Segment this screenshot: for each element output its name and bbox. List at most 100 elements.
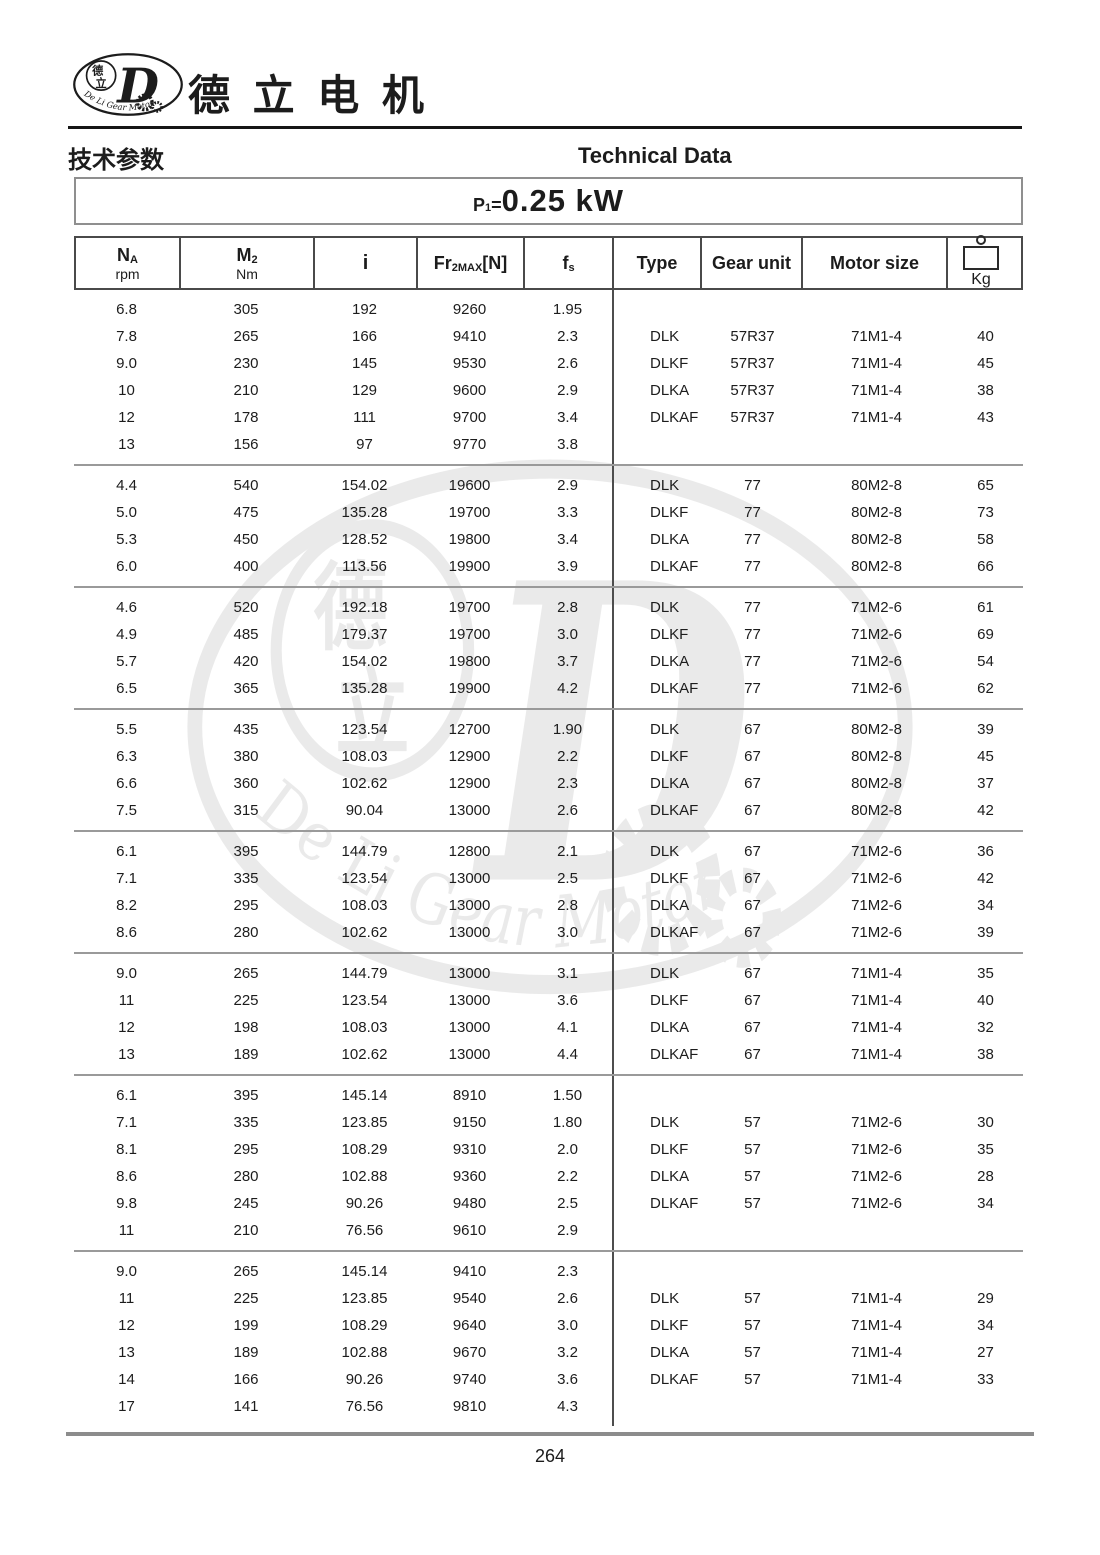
kg-value: 36 [977, 843, 994, 860]
m2-value: 280 [233, 1168, 259, 1185]
fr2max-value: 13000 [448, 1046, 491, 1063]
motor-size-value: 71M1-4 [851, 1344, 902, 1361]
na-value: 6.3 [116, 748, 137, 765]
motor-size-value: 71M1-4 [851, 355, 902, 372]
fs-value: 2.6 [557, 1290, 578, 1307]
m2-value: 335 [233, 870, 259, 887]
gear-unit-value: 77 [744, 531, 761, 548]
group-right-columns: DLK 57 71M1-4 29 DLKF 57 71M1-4 34 DLKA 57 71M1-4 2… [614, 1252, 1023, 1426]
fr2max-value: 13000 [448, 870, 491, 887]
na-value: 9.0 [116, 355, 137, 372]
column-header-i: i [315, 238, 418, 290]
group-right-columns: DLK 67 71M2-6 36 DLKF 67 71M2-6 42 DLKA 67 71M2-6 3… [614, 832, 1023, 952]
motor-size-value: 71M2-6 [851, 680, 902, 697]
kg-value: 39 [977, 721, 994, 738]
na-value: 4.4 [116, 477, 137, 494]
kg-value: 69 [977, 626, 994, 643]
na-symbol: N [117, 244, 131, 265]
company-logo [72, 52, 184, 126]
kg-label: Kg [971, 271, 991, 288]
fr2max-value: 12800 [448, 843, 491, 860]
column-header-m2: M2 Nm [181, 238, 315, 290]
i-value: 97 [356, 436, 373, 453]
m2-value: 305 [233, 301, 259, 318]
fs-value: 3.3 [557, 504, 578, 521]
group-left-columns: 4.6 520 192.18 19700 2.8 4.9 485 179.37 19700 3.0… [74, 588, 614, 708]
fs-value: 3.6 [557, 992, 578, 1009]
fr2max-value: 9480 [452, 1195, 487, 1212]
group-left-columns: 6.1 395 144.79 12800 2.1 7.1 335 123.54 13000 2.5… [74, 832, 614, 952]
gear-unit-value: 77 [744, 680, 761, 697]
type-value: DLKAF [650, 1195, 699, 1212]
type-value: DLKA [650, 531, 690, 548]
gear-unit-value: 67 [744, 870, 761, 887]
fs-value: 2.9 [557, 382, 578, 399]
na-value: 4.6 [116, 599, 137, 616]
type-value: DLK [650, 328, 680, 345]
fs-value: 2.6 [557, 802, 578, 819]
motor-size-value: 80M2-8 [851, 802, 902, 819]
fr2max-value: 19900 [448, 680, 491, 697]
i-value: 108.03 [341, 1019, 388, 1036]
kg-value: 30 [977, 1114, 994, 1131]
i-value: 192 [351, 301, 378, 318]
table-body: 6.8 305 192 9260 1.95 7.8 265 166 9410 2.3 9.0 230 1… [74, 290, 1023, 1426]
m2-unit: Nm [236, 266, 258, 283]
fs-value: 2.6 [557, 355, 578, 372]
motor-size-value: 80M2-8 [851, 721, 902, 738]
na-value: 6.8 [116, 301, 137, 318]
na-value: 8.1 [116, 1141, 137, 1158]
column-header-na: NA rpm [76, 238, 181, 290]
motor-size-value: 71M2-6 [851, 599, 902, 616]
group-right-columns: DLK 57 71M2-6 30 DLKF 57 71M2-6 35 DLKA 57 71M2-6 2… [614, 1076, 1023, 1250]
power-rating-box: P 1 = 0.25 kW [74, 177, 1023, 225]
group-right-columns: DLK 67 80M2-8 39 DLKF 67 80M2-8 45 DLKA 67 80M2-8 3… [614, 710, 1023, 830]
i-value: 123.54 [341, 870, 388, 887]
table-header-row: NA rpm M2 Nm i Fr2MAX[N] fs Type Gear un… [74, 236, 1023, 290]
type-value: DLK [650, 1290, 680, 1307]
power-value: 0.25 kW [501, 183, 625, 218]
na-value: 11 [118, 1290, 135, 1307]
motor-size-value: 71M1-4 [851, 382, 902, 399]
na-value: 11 [118, 1222, 135, 1239]
fs-value: 3.0 [557, 924, 578, 941]
fs-value: 3.7 [557, 653, 578, 670]
i-value: 90.04 [345, 802, 384, 819]
kg-value: 34 [977, 1195, 994, 1212]
na-value: 5.3 [116, 531, 137, 548]
i-value: 135.28 [341, 680, 388, 697]
fs-value: 3.1 [557, 965, 578, 982]
fr2max-value: 12900 [448, 775, 491, 792]
table-group: 5.5 435 123.54 12700 1.90 6.3 380 108.03 12900 2.… [74, 710, 1023, 832]
column-header-kg: Kg [948, 238, 1014, 289]
type-value: DLK [650, 599, 680, 616]
kg-value: 37 [977, 775, 994, 792]
gear-unit-value: 77 [744, 599, 761, 616]
kg-value: 54 [977, 653, 994, 670]
gear-unit-value: 67 [744, 992, 761, 1009]
type-value: DLKA [650, 653, 690, 670]
gear-unit-value: 67 [744, 775, 761, 792]
fs-value: 2.3 [557, 775, 578, 792]
gear-unit-value: 67 [744, 924, 761, 941]
fr2max-value: 9540 [452, 1290, 487, 1307]
fs-value: 3.0 [557, 1317, 578, 1334]
kg-value: 45 [977, 355, 994, 372]
type-value: DLKF [650, 355, 689, 372]
fr2max-value: 9670 [452, 1344, 487, 1361]
i-value: 128.52 [341, 531, 388, 548]
i-value: 90.26 [345, 1195, 384, 1212]
m2-value: 199 [233, 1317, 259, 1334]
type-value: DLKAF [650, 680, 699, 697]
na-value: 12 [118, 1019, 135, 1036]
fr2max-value: 9810 [452, 1398, 487, 1415]
kg-value: 32 [977, 1019, 994, 1036]
gear-unit-value: 77 [744, 626, 761, 643]
na-value: 12 [118, 409, 135, 426]
type-value: DLKA [650, 1344, 690, 1361]
m2-value: 210 [233, 382, 259, 399]
kg-value: 73 [977, 504, 994, 521]
type-value: DLK [650, 843, 680, 860]
i-value: 102.62 [341, 924, 388, 941]
i-value: 108.29 [341, 1141, 388, 1158]
